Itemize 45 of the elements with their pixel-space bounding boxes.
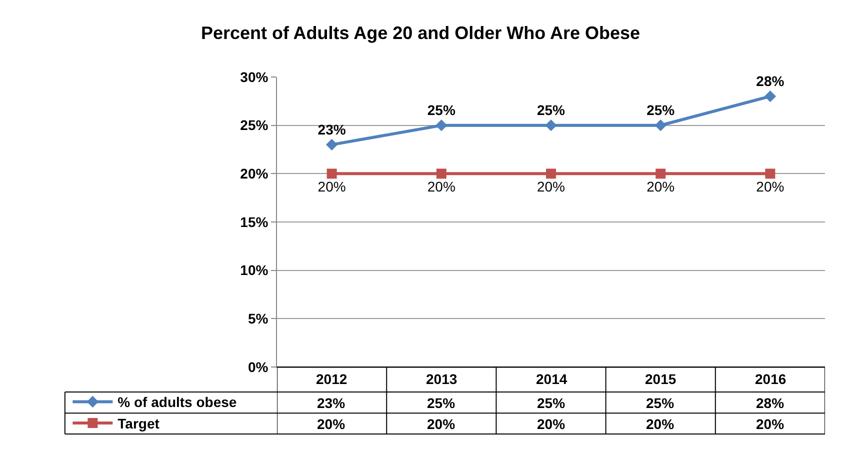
y-tick-label: 5%: [248, 310, 269, 327]
point: [654, 119, 666, 132]
text: 28%: [756, 73, 784, 90]
legend-label: Target: [118, 415, 160, 432]
point: [436, 168, 446, 179]
data-label: 20%: [537, 416, 566, 432]
text: 25%: [536, 102, 566, 118]
data-label: 23%: [317, 395, 346, 411]
y-tick-label: 15%: [240, 214, 269, 230]
data-label: 25%: [427, 395, 456, 411]
point: [765, 168, 776, 179]
data-label: 20%: [756, 416, 785, 432]
data-label: 20%: [427, 416, 456, 432]
text: 25%: [427, 102, 456, 118]
text: 20%: [756, 178, 784, 194]
data-label: 28%: [756, 395, 785, 411]
point: [656, 168, 666, 179]
y-tick-label: 30%: [240, 68, 269, 85]
x-tick-label: 2014: [536, 371, 568, 387]
data-label: 25%: [646, 395, 675, 411]
y-tick-label: 20%: [240, 166, 269, 182]
legend-label: % of adults obese: [118, 394, 237, 410]
point: [326, 168, 337, 179]
point: [326, 138, 338, 151]
x-tick-label: 2015: [645, 371, 676, 387]
text: 20%: [318, 178, 346, 194]
y-tick-label: 25%: [240, 117, 269, 134]
text: 25%: [646, 102, 675, 118]
text: 20%: [646, 178, 675, 194]
data-label: 25%: [537, 395, 566, 411]
point: [545, 119, 557, 132]
point: [546, 168, 556, 179]
chart-title: Percent of Adults Age 20 and Older Who Are Obese: [200, 22, 640, 43]
text: 23%: [318, 122, 346, 138]
data-label: 20%: [646, 416, 675, 432]
text: 20%: [536, 178, 566, 194]
text: 20%: [427, 178, 456, 194]
y-tick-label: 0%: [248, 358, 269, 375]
point: [436, 119, 448, 132]
data-label: 20%: [317, 416, 346, 432]
x-tick-label: 2013: [426, 371, 458, 387]
x-tick-label: 2016: [755, 371, 786, 387]
point: [764, 90, 776, 102]
y-tick-label: 10%: [240, 262, 269, 278]
x-tick-label: 2012: [316, 371, 348, 387]
